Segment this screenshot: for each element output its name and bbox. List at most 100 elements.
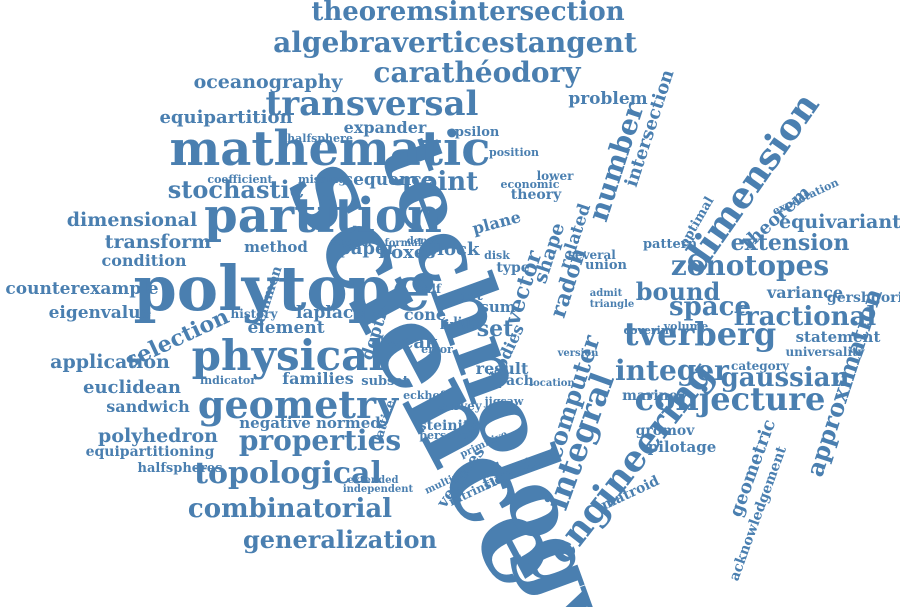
cloud-word-transversal: transversal <box>266 84 479 124</box>
cloud-word-generalization: generalization <box>243 525 437 554</box>
cloud-word-statement: statement <box>796 328 881 346</box>
cloud-word-gershgorin: gershgorin <box>827 290 900 306</box>
cloud-word-survey: survey <box>438 399 482 413</box>
cloud-word-mathematic: mathematic <box>169 121 490 177</box>
cloud-word-method: method <box>244 238 308 256</box>
cloud-word-equipartitioning: equipartitioning <box>86 444 215 460</box>
cloud-word-negative-normed: negative normed <box>239 414 381 432</box>
cloud-word-coefficient: coefficient <box>207 173 273 186</box>
cloud-word-families: families <box>282 369 354 388</box>
cloud-word-version: version <box>557 348 600 359</box>
cloud-word-economic: economic <box>501 178 560 191</box>
cloud-word-net: net <box>457 288 483 304</box>
cloud-word-equivariant: equivariant <box>779 211 900 233</box>
cloud-word-pilotage: pilotage <box>648 438 717 456</box>
cloud-word-variance: variance <box>766 283 843 302</box>
cloud-word-properties: properties <box>239 424 401 457</box>
cloud-word-conjecture: conjecture <box>635 380 826 418</box>
cloud-word-position: position <box>489 146 539 159</box>
cloud-word-partition: partition <box>204 188 442 244</box>
cloud-word-half: half <box>415 282 442 296</box>
cloud-word-counterexample: counterexample <box>5 279 158 299</box>
cloud-word-equipartition: equipartition <box>159 107 292 128</box>
cloud-word-admit: admit <box>590 288 623 299</box>
cloud-word-sequence: sequence <box>344 170 433 190</box>
cloud-word-location: location <box>529 378 575 389</box>
cloud-word-dimensional: dimensional <box>67 209 197 231</box>
cloud-word-cone: cone <box>404 305 446 324</box>
cloud-word-theoremsintersection: theoremsintersection <box>311 0 624 27</box>
cloud-word-category: category <box>731 359 790 373</box>
cloud-word-volume: volume <box>663 320 709 333</box>
cloud-word-problem: problem <box>568 89 647 109</box>
cloud-word-boxes: boxes <box>379 242 436 263</box>
cloud-word-independent: independent <box>343 484 414 495</box>
cloud-word-geometry: geometry <box>198 382 399 427</box>
cloud-word-sum: sum <box>480 298 515 316</box>
cloud-word-laplace: laplace <box>296 303 364 323</box>
cloud-word-eckhoff: eckhoff <box>403 389 450 402</box>
cloud-word-zonotopes: zonotopes <box>671 249 829 282</box>
cloud-word-gaussian: gaussian <box>721 363 850 393</box>
cloud-word-physical: physical <box>192 331 385 380</box>
cloud-word-smooth: smooth <box>330 237 372 248</box>
cloud-word-stochastic: stochastic <box>168 175 305 204</box>
cloud-word-steinitz: steinitz <box>419 418 478 434</box>
cloud-word-tverberg: tverberg <box>624 315 777 353</box>
cloud-word-covering: covering <box>623 324 676 337</box>
cloud-word-combinatorial: combinatorial <box>188 494 392 524</box>
cloud-word-missing: missing <box>298 173 346 186</box>
cloud-word-element: element <box>247 318 324 338</box>
cloud-word-polyhedron: polyhedron <box>98 425 218 447</box>
cloud-word-set: set <box>477 316 514 342</box>
cloud-word-halfspheres: halfspheres <box>138 461 223 476</box>
cloud-word-formal: formal <box>384 238 421 249</box>
cloud-word-halfsphere: halfsphere <box>287 132 353 145</box>
cloud-word-polytope: polytope <box>133 252 430 325</box>
cloud-word-theory: theory <box>511 187 562 203</box>
cloud-word-dense: dense <box>407 236 440 247</box>
cloud-word-personal: personal <box>419 429 472 442</box>
cloud-word-pattern: pattern <box>643 237 698 252</box>
cloud-word-disk: disk <box>484 249 510 262</box>
cloud-word-block: block <box>425 239 480 260</box>
cloud-word-integer: integer <box>615 354 730 387</box>
cloud-word-epsilon: epsilon <box>447 125 500 140</box>
cloud-word-algebraverticestangent: algebraverticestangent <box>273 26 637 59</box>
cloud-word-limit: limit <box>440 318 475 333</box>
cloud-word-marine: marine <box>622 388 678 404</box>
cloud-word-history: history <box>231 307 279 321</box>
cloud-word-triangle: triangle <box>590 299 635 310</box>
cloud-word-point: point <box>402 167 478 197</box>
cloud-word-gromov: gromov <box>636 423 696 439</box>
cloud-word-error: error <box>421 343 453 356</box>
cloud-word-union: union <box>585 258 628 273</box>
cloud-word-application: application <box>50 351 170 373</box>
cloud-word-eigenvalue: eigenvalue <box>49 303 152 323</box>
cloud-word-pach: pach <box>496 373 534 389</box>
cloud-word-fractional: fractional <box>734 302 877 332</box>
cloud-word-paper: paper <box>338 238 396 259</box>
cloud-word-bound: bound <box>636 277 721 306</box>
cloud-word-several: several <box>568 248 616 262</box>
cloud-word-universality: universality <box>785 345 865 359</box>
cloud-word-space: space <box>669 292 751 322</box>
cloud-word-result: result <box>476 359 529 378</box>
cloud-word-oceanography: oceanography <box>194 71 344 93</box>
cloud-word-indicator: indicator <box>200 374 256 387</box>
cloud-word-jigsaw: jigsaw <box>484 395 524 408</box>
cloud-word-transform: transform <box>105 231 212 253</box>
cloud-word-extended: extended <box>348 475 399 486</box>
cloud-word-condition: condition <box>101 251 186 270</box>
cloud-word-subset: subset <box>361 374 408 389</box>
cloud-word-line: line <box>453 315 479 329</box>
cloud-word-type: type <box>496 260 529 276</box>
cloud-word-weak: weak <box>385 332 438 353</box>
cloud-word-sandwich: sandwich <box>106 397 190 416</box>
cloud-word-carathéodory: carathéodory <box>373 56 581 89</box>
cloud-word-topological: topological <box>194 456 382 491</box>
cloud-word-extension: extension <box>731 230 850 256</box>
cloud-word-euclidean: euclidean <box>83 377 181 398</box>
